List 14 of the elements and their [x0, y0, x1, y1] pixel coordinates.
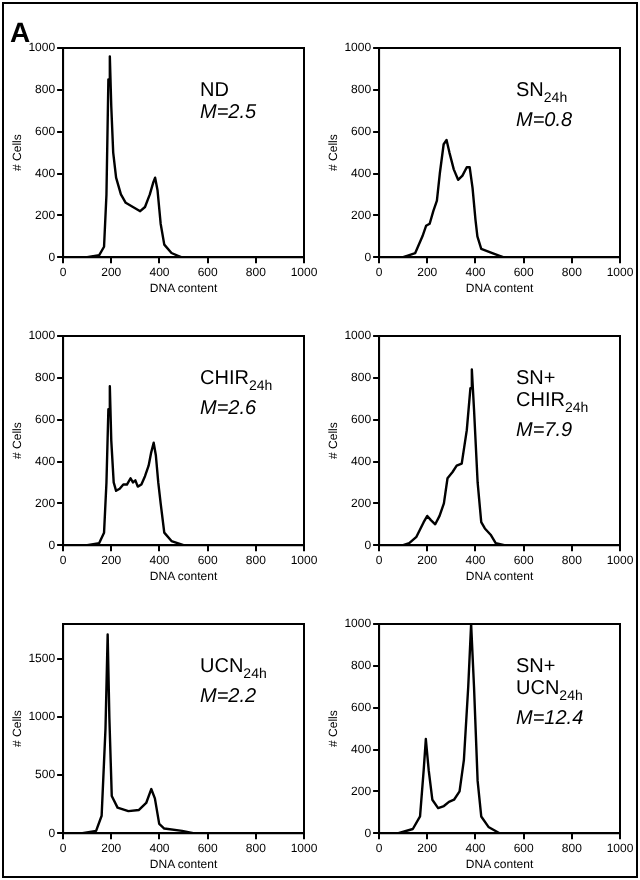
annotation: SN$_{24h}$: [516, 80, 568, 106]
chart-title: A: [10, 16, 31, 48]
annotation: CHIR$_{24h}$: [200, 368, 273, 394]
annotation: M=2.2: [200, 686, 257, 708]
annotation: UCN$_{24h}$: [516, 678, 583, 704]
annotation: M=12.4: [516, 708, 584, 730]
annotation: M=0.8: [516, 110, 573, 132]
annotation: SN+: [516, 656, 556, 678]
annotation: CHIR$_{24h}$: [516, 390, 589, 416]
annotation: SN+: [516, 368, 556, 390]
annotation: M=2.5: [200, 102, 257, 124]
annotation: UCN$_{24h}$: [200, 656, 267, 682]
annotation: M=7.9: [516, 420, 573, 442]
annotation: M=2.6: [200, 398, 257, 420]
